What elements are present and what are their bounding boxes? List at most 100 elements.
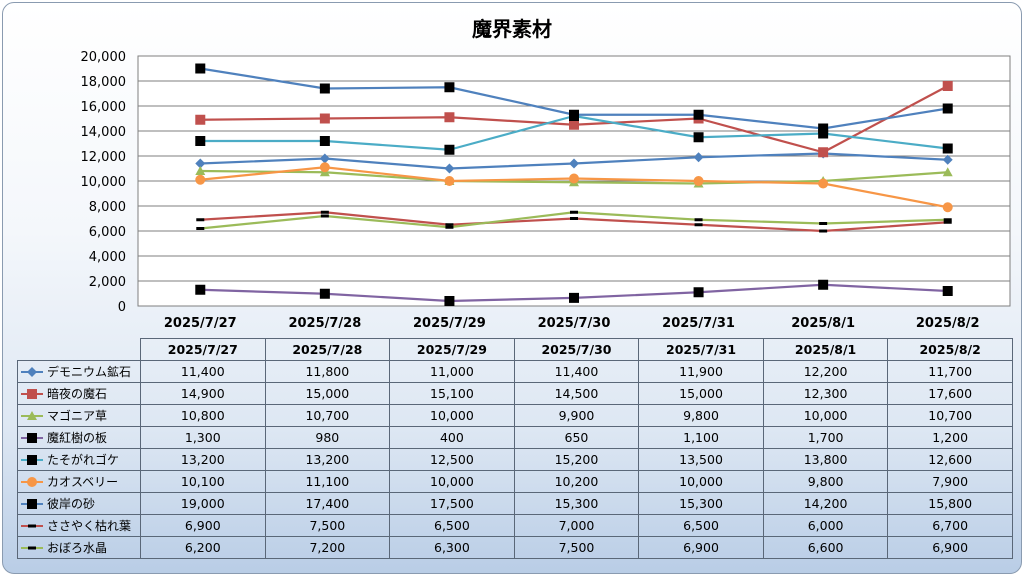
table-cell: 6,500: [638, 514, 764, 537]
table-cell: 17,400: [264, 492, 391, 515]
legend-key-icon: [21, 454, 43, 465]
data-point: [444, 112, 455, 123]
series-name-cell: 彼岸の砂: [17, 492, 141, 515]
data-point: [818, 178, 829, 189]
series-name: 暗夜の魔石: [47, 387, 108, 401]
series-name: おぼろ水晶: [47, 541, 108, 555]
data-point: [444, 163, 455, 174]
table-cell: 10,000: [389, 470, 515, 493]
x-tick-label: 2025/7/28: [288, 316, 361, 331]
series-name-cell: 暗夜の魔石: [17, 382, 141, 405]
legend-key-icon: [21, 498, 43, 509]
legend-key-icon: [21, 388, 43, 399]
y-tick-label: 16,000: [81, 100, 127, 115]
legend-key-marker: [28, 524, 36, 527]
series-7: [195, 63, 953, 134]
table-cell: 7,900: [887, 470, 1013, 493]
column-header: 2025/7/31: [638, 338, 764, 361]
series-name: 彼岸の砂: [47, 497, 96, 511]
series-name-cell: カオスベリー: [17, 470, 141, 493]
y-tick-label: 20,000: [81, 50, 127, 65]
table-row: マゴニア草 10,800 10,700 10,000 9,900 9,800 10,000 1…: [17, 404, 1013, 427]
data-table: 2025/7/27 2025/7/28 2025/7/29 2025/7/30 2025…: [17, 338, 1013, 559]
data-point: [319, 288, 330, 299]
table-cell: 13,500: [638, 448, 764, 471]
table-cell: 15,200: [513, 448, 640, 471]
table-cell: 10,000: [389, 404, 515, 427]
table-cell: 10,700: [887, 404, 1013, 427]
series-name: デモニウム鉱石: [47, 365, 132, 379]
legend-key-marker: [27, 410, 37, 420]
x-tick-label: 2025/7/29: [413, 316, 486, 331]
column-header: 2025/7/30: [513, 338, 640, 361]
data-point: [819, 229, 828, 233]
table-cell: 6,200: [140, 536, 266, 559]
data-point: [320, 214, 329, 218]
series-name-cell: 魔紅樹の板: [17, 426, 141, 449]
table-cell: 14,200: [762, 492, 889, 515]
table-cell: 12,200: [762, 360, 889, 383]
column-header: 2025/8/1: [762, 338, 889, 361]
data-point: [444, 296, 455, 306]
data-point: [942, 202, 953, 213]
y-tick-label: 18,000: [81, 75, 127, 90]
table-cell: 15,100: [389, 382, 515, 405]
data-point: [319, 113, 330, 124]
table-cell: 6,300: [389, 536, 515, 559]
x-tick-label: 2025/7/30: [538, 316, 611, 331]
series-name: マゴニア草: [47, 409, 108, 423]
table-cell: 17,600: [887, 382, 1013, 405]
series-6: [195, 162, 953, 213]
line-chart: 0 2,000 4,000 6,000 8,000 10,000 12,000 14,000 1…: [81, 50, 1011, 331]
data-point: [693, 287, 704, 298]
table-cell: 11,900: [638, 360, 764, 383]
data-point: [319, 83, 330, 94]
table-cell: 9,800: [638, 404, 764, 427]
table-cell: 10,800: [140, 404, 266, 427]
series-name: カオスベリー: [47, 475, 119, 489]
data-point: [444, 144, 455, 155]
table-cell: 6,700: [887, 514, 1013, 537]
table-cell: 11,700: [887, 360, 1013, 383]
table-corner: [17, 338, 141, 361]
table-cell: 13,200: [264, 448, 391, 471]
data-point: [819, 222, 828, 225]
data-point: [445, 223, 454, 227]
table-cell: 400: [389, 426, 515, 449]
table-row: 暗夜の魔石 14,900 15,000 15,100 14,500 15,000 12,30…: [17, 382, 1013, 405]
data-point: [942, 286, 953, 296]
data-point: [319, 153, 330, 164]
table-cell: 12,600: [887, 448, 1013, 471]
legend-key-marker: [27, 498, 37, 509]
x-tick-label: 2025/7/27: [164, 316, 237, 331]
table-cell: 9,800: [762, 470, 889, 493]
series-9: [196, 210, 952, 230]
table-cell: 10,200: [513, 470, 640, 493]
table-cell: 10,000: [762, 404, 889, 427]
table-row: デモニウム鉱石 11,400 11,800 11,000 11,400 11,900 12,…: [17, 360, 1013, 383]
column-header: 2025/8/2: [887, 338, 1013, 361]
data-point: [444, 82, 455, 93]
series-name-cell: たそがれゴケ: [17, 448, 141, 471]
table-cell: 14,900: [140, 382, 266, 405]
chart-title: 魔界素材: [472, 17, 552, 41]
data-point: [942, 167, 953, 177]
table-cell: 1,100: [638, 426, 764, 449]
table-cell: 7,500: [513, 536, 640, 559]
table-cell: 11,400: [513, 360, 640, 383]
table-cell: 650: [513, 426, 640, 449]
legend-key-marker: [27, 476, 37, 487]
data-point: [570, 210, 578, 214]
series-name: ささやく枯れ葉: [47, 519, 132, 533]
legend-key-marker: [27, 432, 37, 443]
data-point: [195, 114, 206, 125]
data-point: [943, 220, 952, 224]
table-cell: 15,800: [887, 492, 1013, 515]
legend-key-marker: [27, 366, 37, 377]
data-point: [319, 136, 330, 146]
series-name-cell: デモニウム鉱石: [17, 360, 141, 383]
data-point: [694, 223, 703, 227]
data-point: [943, 218, 952, 222]
data-point: [818, 123, 829, 134]
y-tick-label: 2,000: [89, 275, 126, 290]
